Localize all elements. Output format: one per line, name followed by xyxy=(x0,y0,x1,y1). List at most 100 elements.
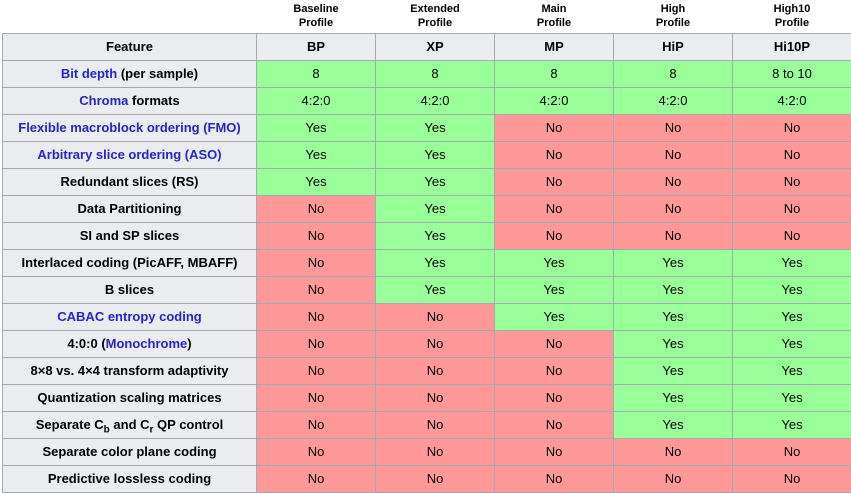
value-cell: Yes xyxy=(614,249,733,276)
feature-link[interactable]: Chroma xyxy=(79,93,128,108)
value-cell: 4:2:0 xyxy=(733,87,851,114)
value-cell: 4:2:0 xyxy=(614,87,733,114)
feature-text: B slices xyxy=(105,282,154,297)
value-cell: No xyxy=(257,330,376,357)
feature-cell: Bit depth (per sample) xyxy=(3,60,257,87)
feature-text: 4:0:0 ( xyxy=(67,336,105,351)
feature-text: QP control xyxy=(153,417,223,432)
value-cell: No xyxy=(495,411,614,438)
feature-text: Redundant slices (RS) xyxy=(61,174,199,189)
value-cell: 8 xyxy=(376,60,495,87)
value-cell: No xyxy=(376,303,495,330)
col-header-hi10p: Hi10P xyxy=(733,33,851,60)
value-cell: No xyxy=(733,438,851,465)
value-cell: 4:2:0 xyxy=(495,87,614,114)
feature-link[interactable]: Flexible macroblock ordering (FMO) xyxy=(18,120,240,135)
value-cell: No xyxy=(733,195,851,222)
value-cell: Yes xyxy=(376,168,495,195)
value-cell: Yes xyxy=(376,114,495,141)
feature-text: Interlaced coding (PicAFF, MBAFF) xyxy=(22,255,238,270)
feature-link[interactable]: CABAC entropy coding xyxy=(57,309,201,324)
value-cell: Yes xyxy=(733,330,851,357)
feature-cell: Separate color plane coding xyxy=(3,438,257,465)
value-cell: No xyxy=(257,438,376,465)
feature-cell: Quantization scaling matrices xyxy=(3,384,257,411)
value-cell: Yes xyxy=(614,384,733,411)
value-cell: No xyxy=(257,195,376,222)
value-cell: No xyxy=(257,222,376,249)
feature-cell: Flexible macroblock ordering (FMO) xyxy=(3,114,257,141)
value-cell: Yes xyxy=(733,357,851,384)
value-cell: No xyxy=(614,168,733,195)
feature-text: Data Partitioning xyxy=(77,201,181,216)
feature-cell: 8×8 vs. 4×4 transform adaptivity xyxy=(3,357,257,384)
value-cell: No xyxy=(376,438,495,465)
feature-text: (per sample) xyxy=(117,66,198,81)
value-cell: No xyxy=(376,357,495,384)
value-cell: No xyxy=(733,114,851,141)
feature-text: SI and SP slices xyxy=(80,228,179,243)
value-cell: No xyxy=(614,114,733,141)
value-cell: No xyxy=(495,384,614,411)
feature-cell: Chroma formats xyxy=(3,87,257,114)
feature-cell: 4:0:0 (Monochrome) xyxy=(3,330,257,357)
feature-text: Separate color plane coding xyxy=(42,444,216,459)
profile-header-high10: High10 Profile xyxy=(733,2,851,33)
profile-name-row: Baseline Profile Extended Profile Main P… xyxy=(3,2,851,33)
feature-text: ) xyxy=(187,336,191,351)
feature-text: Separate C xyxy=(36,417,104,432)
value-cell: No xyxy=(733,141,851,168)
feature-cell: Redundant slices (RS) xyxy=(3,168,257,195)
col-header-hip: HiP xyxy=(614,33,733,60)
profile-header-spacer xyxy=(3,2,257,33)
value-cell: Yes xyxy=(376,222,495,249)
value-cell: Yes xyxy=(733,303,851,330)
feature-cell: Predictive lossless coding xyxy=(3,465,257,492)
value-cell: No xyxy=(257,276,376,303)
value-cell: No xyxy=(495,114,614,141)
value-cell: 4:2:0 xyxy=(376,87,495,114)
value-cell: 8 xyxy=(614,60,733,87)
feature-cell: Arbitrary slice ordering (ASO) xyxy=(3,141,257,168)
value-cell: No xyxy=(495,222,614,249)
value-cell: Yes xyxy=(376,195,495,222)
feature-link[interactable]: Arbitrary slice ordering (ASO) xyxy=(37,147,221,162)
feature-text: 8×8 vs. 4×4 transform adaptivity xyxy=(31,363,229,378)
value-cell: No xyxy=(376,384,495,411)
value-cell: Yes xyxy=(614,303,733,330)
feature-link[interactable]: Monochrome xyxy=(106,336,188,351)
value-cell: No xyxy=(376,330,495,357)
col-header-xp: XP xyxy=(376,33,495,60)
value-cell: No xyxy=(495,465,614,492)
profile-header-high: High Profile xyxy=(614,2,733,33)
value-cell: No xyxy=(495,141,614,168)
feature-cell: Data Partitioning xyxy=(3,195,257,222)
value-cell: Yes xyxy=(614,276,733,303)
value-cell: Yes xyxy=(733,411,851,438)
feature-text: formats xyxy=(128,93,179,108)
value-cell: 8 to 10 xyxy=(733,60,851,87)
value-cell: No xyxy=(614,195,733,222)
feature-text: Predictive lossless coding xyxy=(48,471,211,486)
feature-link[interactable]: Bit depth xyxy=(61,66,117,81)
value-cell: Yes xyxy=(614,330,733,357)
value-cell: Yes xyxy=(733,384,851,411)
value-cell: Yes xyxy=(733,276,851,303)
col-header-mp: MP xyxy=(495,33,614,60)
value-cell: Yes xyxy=(495,249,614,276)
value-cell: Yes xyxy=(376,141,495,168)
value-cell: No xyxy=(614,222,733,249)
